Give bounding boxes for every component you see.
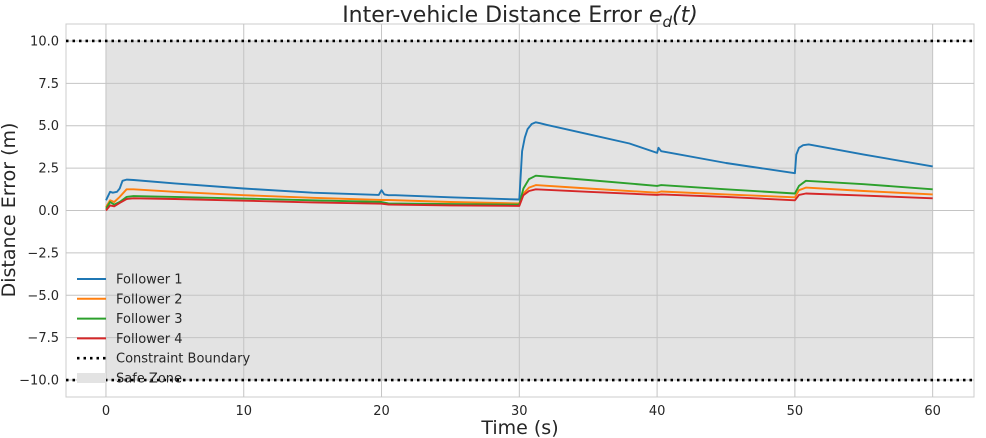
y-tick-label: −5.0 (27, 289, 59, 304)
legend-swatch (77, 373, 106, 383)
legend-label: Safe Zone (116, 372, 182, 387)
y-tick-label: 7.5 (38, 77, 59, 92)
chart-title: Inter-vehicle Distance Error ed(t) (342, 3, 698, 31)
y-tick-label: −2.5 (27, 246, 59, 261)
legend-label: Follower 2 (116, 292, 183, 307)
y-tick-label: 5.0 (38, 119, 59, 134)
legend-label: Follower 3 (116, 312, 183, 327)
x-tick-label: 0 (102, 404, 110, 419)
y-tick-label: 0.0 (38, 204, 59, 219)
x-tick-label: 20 (373, 404, 390, 419)
legend-label: Follower 4 (116, 332, 183, 347)
legend-label: Follower 1 (116, 273, 183, 288)
series-line-follower-1 (105, 121, 933, 201)
x-tick-label: 30 (511, 404, 528, 419)
y-tick-label: −7.5 (27, 331, 59, 346)
series-line-follower-4 (105, 188, 933, 212)
y-tick-label: 2.5 (38, 162, 59, 177)
x-axis-label: Time (s) (480, 417, 558, 438)
x-tick-label: 50 (787, 404, 804, 419)
y-axis-label: Distance Error (m) (0, 123, 20, 298)
x-tick-label: 60 (924, 404, 941, 419)
x-tick-label: 40 (649, 404, 666, 419)
x-tick-label: 10 (235, 404, 252, 419)
y-tick-label: 10.0 (30, 34, 59, 49)
legend-label: Constraint Boundary (116, 352, 250, 367)
y-tick-label: −10.0 (19, 374, 59, 389)
